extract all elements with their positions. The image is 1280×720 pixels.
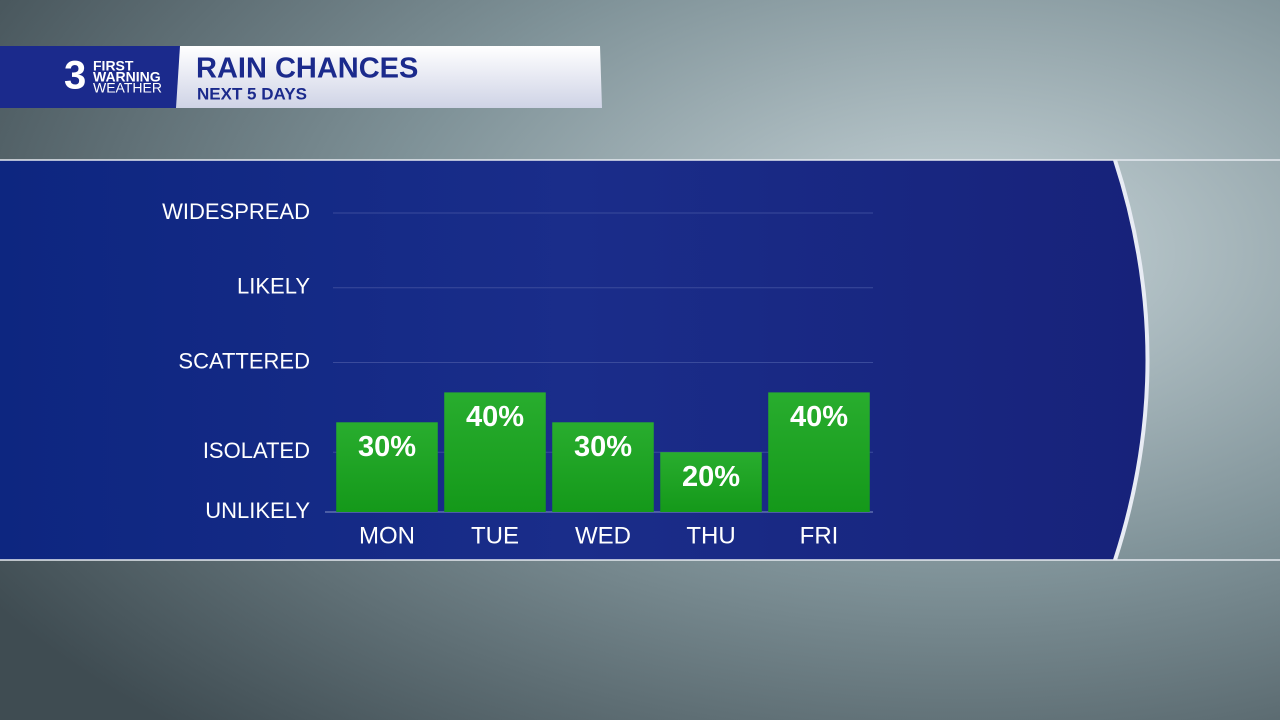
y-tick-label: LIKELY	[237, 274, 310, 299]
bar-shade	[552, 422, 654, 512]
y-tick-label: ISOLATED	[203, 438, 310, 463]
logo-text: WARNING	[93, 69, 161, 85]
y-tick-label: SCATTERED	[178, 348, 310, 373]
y-tick-label: UNLIKELY	[205, 498, 310, 523]
logo-text: WEATHER	[93, 80, 162, 96]
value-label: 40%	[466, 401, 524, 433]
x-tick-label: WED	[575, 522, 631, 549]
value-label: 40%	[790, 401, 848, 433]
value-label: 30%	[574, 431, 632, 463]
bar-shade	[768, 392, 870, 512]
bar-shade	[336, 422, 438, 512]
logo-box	[0, 46, 180, 108]
bar-shade	[444, 392, 546, 512]
logo-number: 3	[64, 54, 86, 98]
logo-text: FIRST	[93, 58, 134, 74]
chart-title: RAIN CHANCES	[196, 53, 418, 85]
value-label: 30%	[358, 431, 416, 463]
chart-subtitle: NEXT 5 DAYS	[197, 84, 307, 103]
x-tick-label: FRI	[800, 522, 839, 549]
y-tick-label: WIDESPREAD	[162, 199, 310, 224]
x-tick-label: MON	[359, 522, 415, 549]
bar-shade	[660, 452, 762, 512]
panel-edge	[1113, 159, 1150, 561]
value-label: 20%	[682, 461, 740, 493]
x-tick-label: THU	[686, 522, 735, 549]
x-tick-label: TUE	[471, 522, 519, 549]
